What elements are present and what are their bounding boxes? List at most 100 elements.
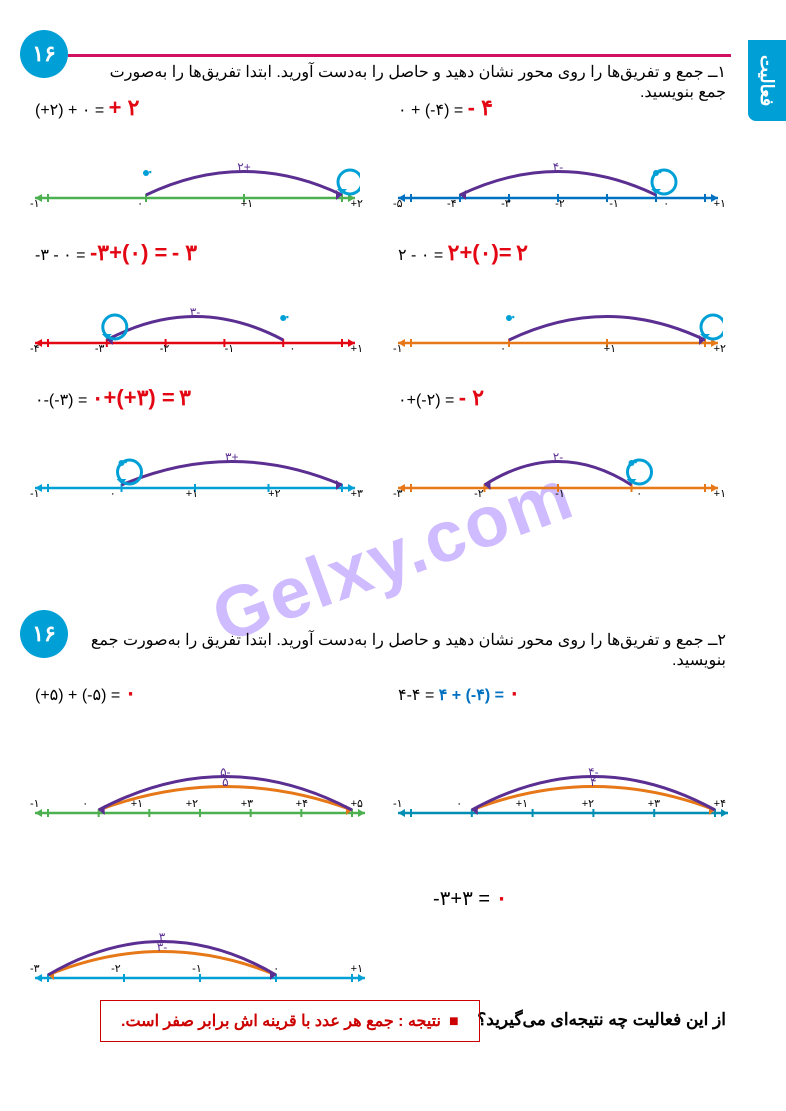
tick: -۴ [447, 197, 457, 210]
page: Gelxy.com ۱۶ ۱۶ فعالیت ۱ــ جمع و تفریق‌ه… [0, 0, 786, 1111]
tick: -۱ [609, 197, 619, 210]
exercise-item: ۰ + (-۴) = - ۴-۴۰-۵-۴-۳-۲-۱۰+۱ [393, 95, 726, 230]
exercise-item: -۳ - ۰ = -۳+(۰) = - ۳ -۳ ۰-۴ -۳ -۲ -۱ ۰ +۱ [30, 240, 363, 375]
numberline-svg: -۴ ۰ [393, 150, 723, 230]
tick: -۲ [555, 197, 565, 210]
tick-labels: -۴-۳-۲-۱۰+۱ [30, 342, 363, 355]
tick: -۱ [393, 342, 403, 355]
tick: +۴ [714, 797, 726, 810]
question-2: ۲ــ جمع و تفریق‌ها را روی محور نشان دهید… [80, 630, 726, 670]
tick: +۲ [582, 797, 594, 810]
exercise-item: ۰-(-۳) = ۰+(+۳) = ۳+۳۰-۱۰+۱+۲+۳ [30, 385, 363, 520]
numberline: ۴-۴-۱۰+۱+۲+۳+۴ [393, 750, 726, 810]
equation: ۰ + (-۴) = - ۴ [398, 95, 493, 121]
page-number: ۱۶ [32, 41, 56, 67]
tick: -۲ [474, 487, 484, 500]
tick: +۱ [714, 487, 726, 500]
tick: +۴ [296, 797, 308, 810]
svg-text:۰: ۰ [284, 308, 292, 324]
tick: -۳ [501, 197, 511, 210]
tick-labels: -۳ -۲ -۱ ۰ +۱ [393, 487, 726, 500]
tick-labels: -۱۰+۱+۲ [30, 197, 363, 210]
tick: -۱ [555, 487, 565, 500]
tick: -۱ [192, 962, 202, 975]
numberline-svg: -۳ ۰ [30, 295, 360, 375]
tick: ۰ [663, 197, 669, 210]
svg-text:-۳: -۳ [190, 305, 200, 319]
equation: -۳ - ۰ = -۳+(۰) = - ۳ [35, 240, 197, 266]
svg-text:۰: ۰ [632, 453, 640, 469]
tick-labels: -۱ ۰ +۱ +۲ [393, 342, 726, 355]
numberline: +۲۰-۱۰+۱+۲ [30, 150, 363, 210]
numberline: -۳۰-۴-۳-۲-۱۰+۱ [30, 295, 363, 355]
exercise-item: ۲ - ۰ = ۲+(۰)= ۲ ۰ -۱ ۰ +۱ +۲ [393, 240, 726, 375]
tick-labels: -۱۰+۱+۲+۳+۴+۵ [30, 797, 363, 810]
page-badge-2: ۱۶ [20, 610, 68, 658]
tick: ۰ [636, 487, 642, 500]
equation: ۰+(-۲) = - ۲ [398, 385, 484, 411]
tick: ۰ [137, 197, 143, 210]
numberline-svg: ۰ [393, 295, 723, 375]
equation: -۳+۳ = ۰ [433, 885, 507, 911]
tick: -۲ [160, 342, 170, 355]
tick-labels: -۵-۴-۳-۲-۱۰+۱ [393, 197, 726, 210]
svg-text:۳: ۳ [159, 930, 166, 944]
tick: -۱ [30, 197, 40, 210]
tick: -۱ [30, 797, 40, 810]
tick: ۰ [273, 962, 279, 975]
tick: +۱ [714, 197, 726, 210]
tick: +۱ [241, 197, 253, 210]
tick: ۰ [110, 487, 116, 500]
tick: +۳ [648, 797, 660, 810]
numberline: -۳۳-۳-۲-۱۰+۱ [30, 915, 363, 975]
numberline: -۲ ۰ -۳ -۲ -۱ ۰ +۱ [393, 440, 726, 500]
svg-text:۰: ۰ [122, 453, 130, 469]
svg-text:-۲: -۲ [553, 450, 563, 464]
tick: -۱ [30, 487, 40, 500]
page-number-2: ۱۶ [32, 621, 56, 647]
svg-text:۰: ۰ [509, 308, 517, 324]
exercise-grid-1: ۰ + (-۴) = - ۴-۴۰-۵-۴-۳-۲-۱۰+۱(+۲) + ۰ =… [30, 95, 726, 520]
equation: (+۲) + ۰ = + ۲ [35, 95, 139, 121]
exercise-grid-2: ۴-۴ = ۴ + (-۴) = ۰۴-۴-۱۰+۱+۲+۳+۴(+۵) + (… [30, 680, 726, 995]
svg-text:۰: ۰ [656, 163, 664, 179]
numberline-svg: +۲ ۰ [30, 150, 360, 230]
tick: +۲ [186, 797, 198, 810]
tick: +۱ [131, 797, 143, 810]
exercise-item: ۴-۴ = ۴ + (-۴) = ۰۴-۴-۱۰+۱+۲+۳+۴ [393, 680, 726, 830]
equation: ۰-(-۳) = ۰+(+۳) = ۳ [35, 385, 191, 411]
tick: ۰ [82, 797, 88, 810]
tick: +۱ [516, 797, 528, 810]
numberline: ۵-۵-۱۰+۱+۲+۳+۴+۵ [30, 750, 363, 810]
header-line [68, 54, 731, 57]
tick: -۱ [393, 797, 403, 810]
tick: +۱ [604, 342, 616, 355]
numberline-svg: -۲ ۰ [393, 440, 723, 520]
exercise-item: -۳۳-۳-۲-۱۰+۱ [30, 845, 363, 995]
equation: ۲ - ۰ = ۲+(۰)= ۲ [398, 240, 528, 266]
tick: +۲ [268, 487, 280, 500]
tick: -۳ [393, 487, 403, 500]
numberline: ۰ -۱ ۰ +۱ +۲ [393, 295, 726, 355]
tick: -۴ [30, 342, 40, 355]
tick: +۳ [241, 797, 253, 810]
tick: +۱ [351, 342, 363, 355]
tick-labels: -۱۰+۱+۲+۳ [30, 487, 363, 500]
tick: ۰ [500, 342, 506, 355]
svg-text:-۴: -۴ [553, 160, 563, 174]
tick: +۱ [186, 487, 198, 500]
tick-labels: -۱۰+۱+۲+۳+۴ [393, 797, 726, 810]
tick: -۱ [225, 342, 235, 355]
exercise-item: (+۲) + ۰ = + ۲ +۲ ۰-۱ ۰ +۱ +۲ [30, 95, 363, 230]
exercise-item: (+۵) + (-۵) = ۰۵-۵-۱۰+۱+۲+۳+۴+۵ [30, 680, 363, 830]
tick: +۲ [714, 342, 726, 355]
svg-text:-۴: -۴ [588, 765, 598, 779]
tick: -۳ [30, 962, 40, 975]
svg-text:+۲: +۲ [237, 160, 250, 174]
tick: -۳ [95, 342, 105, 355]
tick: -۲ [111, 962, 121, 975]
exercise-item: -۳+۳ = ۰ [393, 845, 726, 995]
page-badge-1: ۱۶ [20, 30, 68, 78]
exercise-item: ۰+(-۲) = - ۲ -۲ ۰ -۳ -۲ -۱ ۰ +۱ [393, 385, 726, 520]
svg-text:+۳: +۳ [225, 450, 238, 464]
